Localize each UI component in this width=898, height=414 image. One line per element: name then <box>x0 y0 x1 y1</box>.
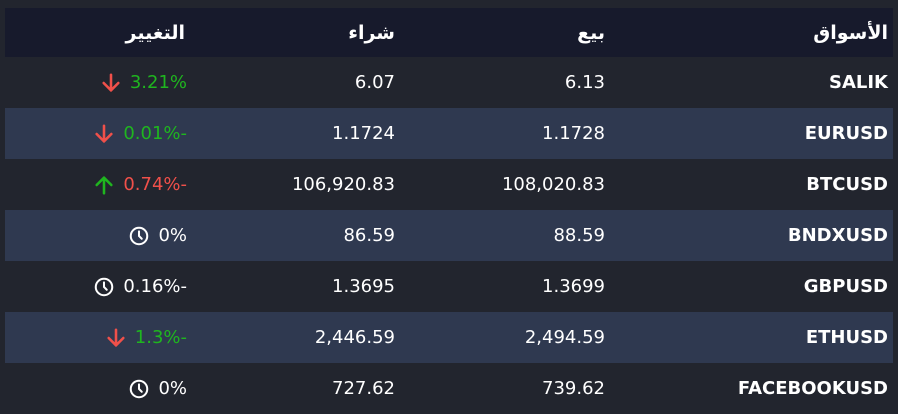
change-value: 0% <box>158 225 187 246</box>
change-value: 0.01%- <box>123 123 187 144</box>
table-row[interactable]: ETHUSD 2,494.59 2,446.59 1.3%- <box>5 312 893 363</box>
sell-price: 1.1728 <box>542 123 605 144</box>
change-value: 3.21% <box>129 72 187 93</box>
buy-price: 1.3695 <box>332 276 395 297</box>
header-change: التغيير <box>125 21 185 44</box>
change-cell: 1.3%- <box>5 327 190 349</box>
market-name: BTCUSD <box>806 174 888 195</box>
change-value: 0.16%- <box>123 276 187 297</box>
header-sell: بيع <box>577 21 605 44</box>
market-name: EURUSD <box>804 123 888 144</box>
table-row[interactable]: BTCUSD 108,020.83 106,920.83 0.74%- <box>5 159 893 210</box>
change-cell: 3.21% <box>5 72 190 94</box>
table-header: الأسواق بيع شراء التغيير <box>5 8 893 57</box>
table-row[interactable]: GBPUSD 1.3699 1.3695 0.16%- <box>5 261 893 312</box>
sell-price: 88.59 <box>553 225 605 246</box>
markets-table: الأسواق بيع شراء التغيير SALIK 6.13 6.07… <box>5 8 893 414</box>
change-cell: 0.74%- <box>5 174 190 196</box>
change-cell: 0% <box>5 225 190 247</box>
buy-price: 1.1724 <box>332 123 395 144</box>
sell-price: 1.3699 <box>542 276 605 297</box>
change-cell: 0.01%- <box>5 123 190 145</box>
clock-icon <box>128 225 150 247</box>
buy-price: 2,446.59 <box>314 327 395 348</box>
buy-price: 106,920.83 <box>291 174 395 195</box>
sell-price: 108,020.83 <box>501 174 605 195</box>
change-cell: 0% <box>5 378 190 400</box>
change-value: 0.74%- <box>123 174 187 195</box>
change-value: 1.3%- <box>134 327 187 348</box>
market-name: FACEBOOKUSD <box>737 378 888 399</box>
header-buy: شراء <box>348 21 395 44</box>
buy-price: 6.07 <box>354 72 395 93</box>
table-row[interactable]: EURUSD 1.1728 1.1724 0.01%- <box>5 108 893 159</box>
table-row[interactable]: FACEBOOKUSD 739.62 727.62 0% <box>5 363 893 414</box>
market-name: ETHUSD <box>805 327 888 348</box>
market-name: GBPUSD <box>803 276 888 297</box>
buy-price: 86.59 <box>343 225 395 246</box>
table-row[interactable]: BNDXUSD 88.59 86.59 0% <box>5 210 893 261</box>
clock-icon <box>128 378 150 400</box>
sell-price: 6.13 <box>564 72 605 93</box>
change-value: 0% <box>158 378 187 399</box>
arrow-up-icon <box>93 174 115 196</box>
arrow-down-icon <box>93 123 115 145</box>
sell-price: 739.62 <box>542 378 605 399</box>
clock-icon <box>93 276 115 298</box>
sell-price: 2,494.59 <box>524 327 605 348</box>
buy-price: 727.62 <box>332 378 395 399</box>
market-name: BNDXUSD <box>787 225 888 246</box>
arrow-down-icon <box>100 72 122 94</box>
header-markets: الأسواق <box>813 21 888 44</box>
arrow-down-icon <box>105 327 127 349</box>
table-row[interactable]: SALIK 6.13 6.07 3.21% <box>5 57 893 108</box>
change-cell: 0.16%- <box>5 276 190 298</box>
market-name: SALIK <box>828 72 888 93</box>
